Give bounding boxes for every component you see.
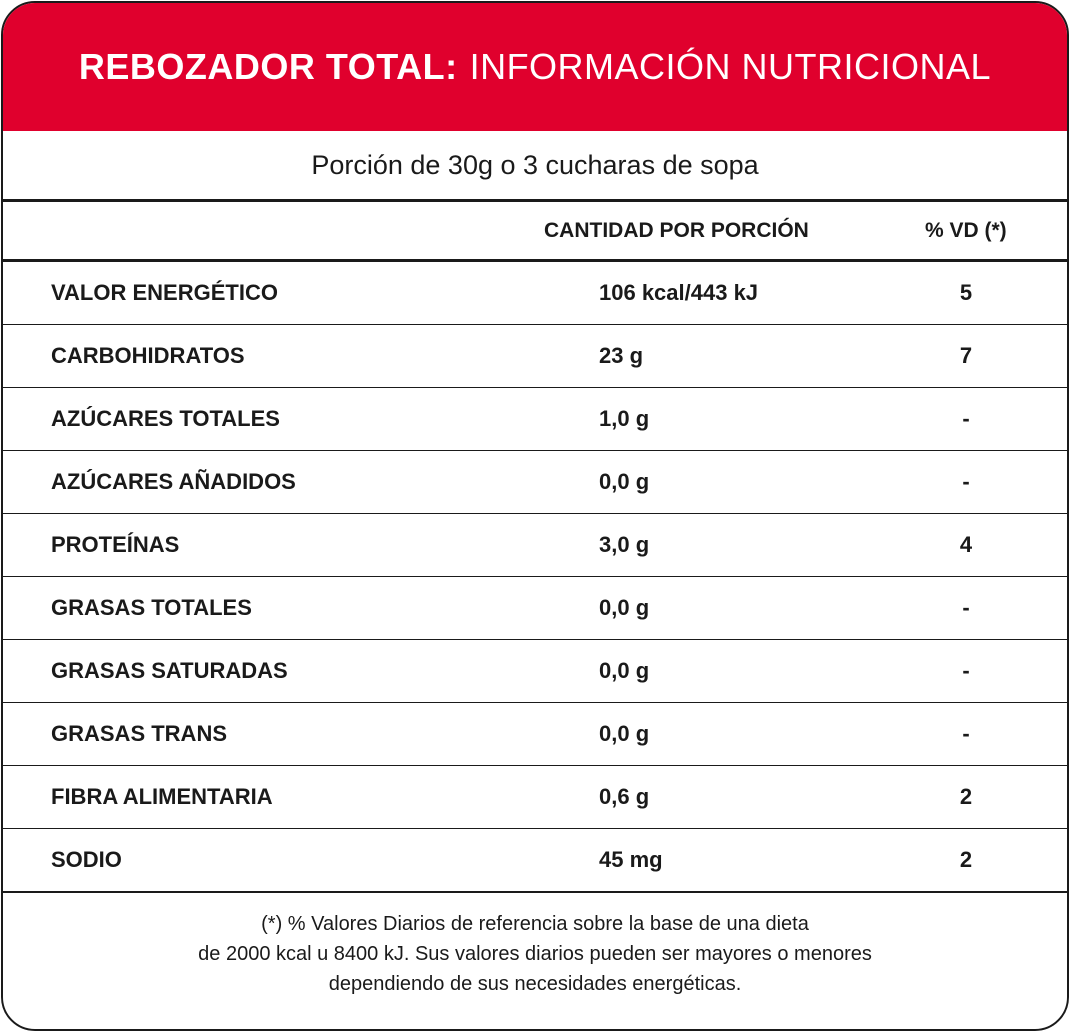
- nutrient-daily-value: 2: [959, 847, 973, 872]
- table-row: SODIO 45 mg 2: [3, 829, 1067, 893]
- nutrient-amount: 1,0 g: [599, 406, 650, 431]
- footnote-line: dependiendo de sus necesidades energétic…: [328, 973, 742, 995]
- footnote: (*) % Valores Diarios de referencia sobr…: [3, 909, 1067, 999]
- nutrient-amount: 3,0 g: [599, 532, 650, 557]
- nutrient-name: GRASAS TOTALES: [51, 595, 252, 620]
- table-row: GRASAS SATURADAS 0,0 g -: [3, 640, 1067, 703]
- nutrient-amount: 0,0 g: [599, 721, 650, 746]
- column-header-daily-value: % VD (*): [925, 218, 1007, 242]
- nutrient-name: CARBOHIDRATOS: [51, 343, 245, 368]
- nutrient-daily-value: -: [962, 595, 970, 620]
- column-header-amount: CANTIDAD POR PORCIÓN: [544, 218, 809, 242]
- table-row: GRASAS TRANS 0,0 g -: [3, 703, 1067, 766]
- table-row: VALOR ENERGÉTICO 106 kcal/443 kJ 5: [3, 262, 1067, 325]
- table-row: CARBOHIDRATOS 23 g 7: [3, 325, 1067, 388]
- nutrient-name: AZÚCARES AÑADIDOS: [51, 469, 296, 494]
- table-row: FIBRA ALIMENTARIA 0,6 g 2: [3, 766, 1067, 829]
- nutrient-amount: 0,0 g: [599, 658, 650, 683]
- serving-size: Porción de 30g o 3 cucharas de sopa: [3, 131, 1067, 202]
- footnote-line: de 2000 kcal u 8400 kJ. Sus valores diar…: [198, 943, 872, 965]
- nutrient-daily-value: -: [962, 406, 970, 431]
- nutrient-daily-value: -: [962, 721, 970, 746]
- table-row: AZÚCARES TOTALES 1,0 g -: [3, 388, 1067, 451]
- nutrient-amount: 23 g: [599, 343, 644, 368]
- nutrient-amount: 0,0 g: [599, 469, 650, 494]
- product-title: REBOZADOR TOTAL:: [78, 46, 458, 87]
- nutrient-daily-value: 2: [959, 784, 973, 809]
- column-header-row: CANTIDAD POR PORCIÓN % VD (*): [3, 202, 1067, 262]
- nutrient-name: AZÚCARES TOTALES: [51, 406, 280, 431]
- table-row: AZÚCARES AÑADIDOS 0,0 g -: [3, 451, 1067, 514]
- nutrient-name: GRASAS SATURADAS: [51, 658, 288, 683]
- table-row: GRASAS TOTALES 0,0 g -: [3, 577, 1067, 640]
- nutrient-name: GRASAS TRANS: [51, 721, 228, 746]
- nutrient-amount: 106 kcal/443 kJ: [599, 280, 759, 305]
- nutrient-daily-value: 5: [959, 280, 973, 305]
- nutrient-amount: 0,0 g: [599, 595, 650, 620]
- section-title: INFORMACIÓN NUTRICIONAL: [469, 46, 992, 87]
- title-banner: REBOZADOR TOTAL: INFORMACIÓN NUTRICIONAL: [3, 3, 1067, 131]
- table-row: PROTEÍNAS 3,0 g 4: [3, 514, 1067, 577]
- nutrient-daily-value: -: [962, 658, 970, 683]
- nutrient-amount: 0,6 g: [599, 784, 650, 809]
- footnote-line: (*) % Valores Diarios de referencia sobr…: [261, 913, 809, 935]
- nutrient-name: SODIO: [51, 847, 122, 872]
- nutrient-name: PROTEÍNAS: [51, 532, 180, 557]
- nutrient-table: VALOR ENERGÉTICO 106 kcal/443 kJ 5 CARBO…: [3, 262, 1067, 893]
- nutrient-amount: 45 mg: [599, 847, 663, 872]
- nutrient-name: VALOR ENERGÉTICO: [51, 280, 278, 305]
- nutrient-name: FIBRA ALIMENTARIA: [51, 784, 273, 809]
- nutrient-daily-value: -: [962, 469, 970, 494]
- nutrient-daily-value: 4: [959, 532, 973, 557]
- nutrient-daily-value: 7: [959, 343, 973, 368]
